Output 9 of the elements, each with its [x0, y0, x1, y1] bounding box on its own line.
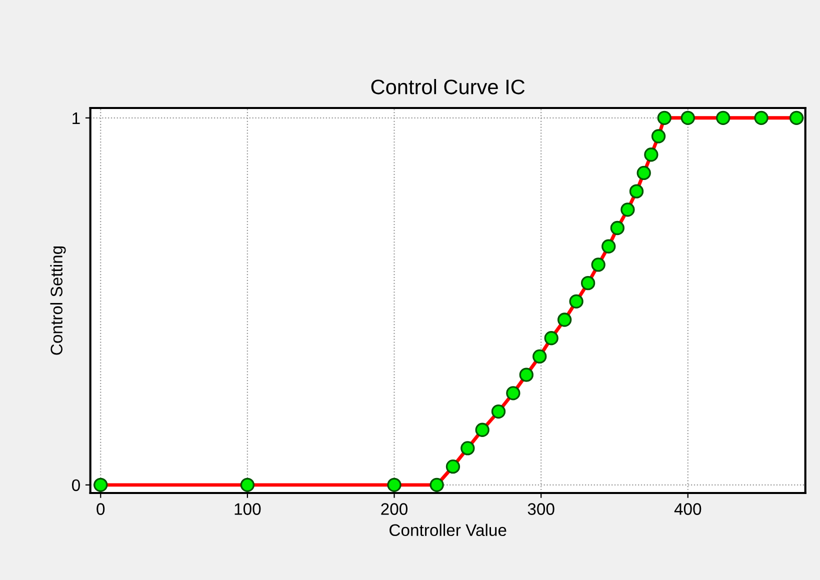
- x-tick-label: 400: [674, 503, 702, 515]
- y-axis-title: Control Setting: [50, 246, 66, 355]
- chart-title: Control Curve IC: [371, 79, 525, 94]
- x-axis-title: Controller Value: [390, 524, 506, 536]
- y-tick-label: 1: [72, 112, 80, 124]
- x-tick-label: 300: [528, 503, 554, 515]
- x-tick-label: 200: [381, 503, 408, 515]
- x-tick-label: 0: [96, 503, 105, 515]
- x-tick-label: 100: [234, 503, 261, 515]
